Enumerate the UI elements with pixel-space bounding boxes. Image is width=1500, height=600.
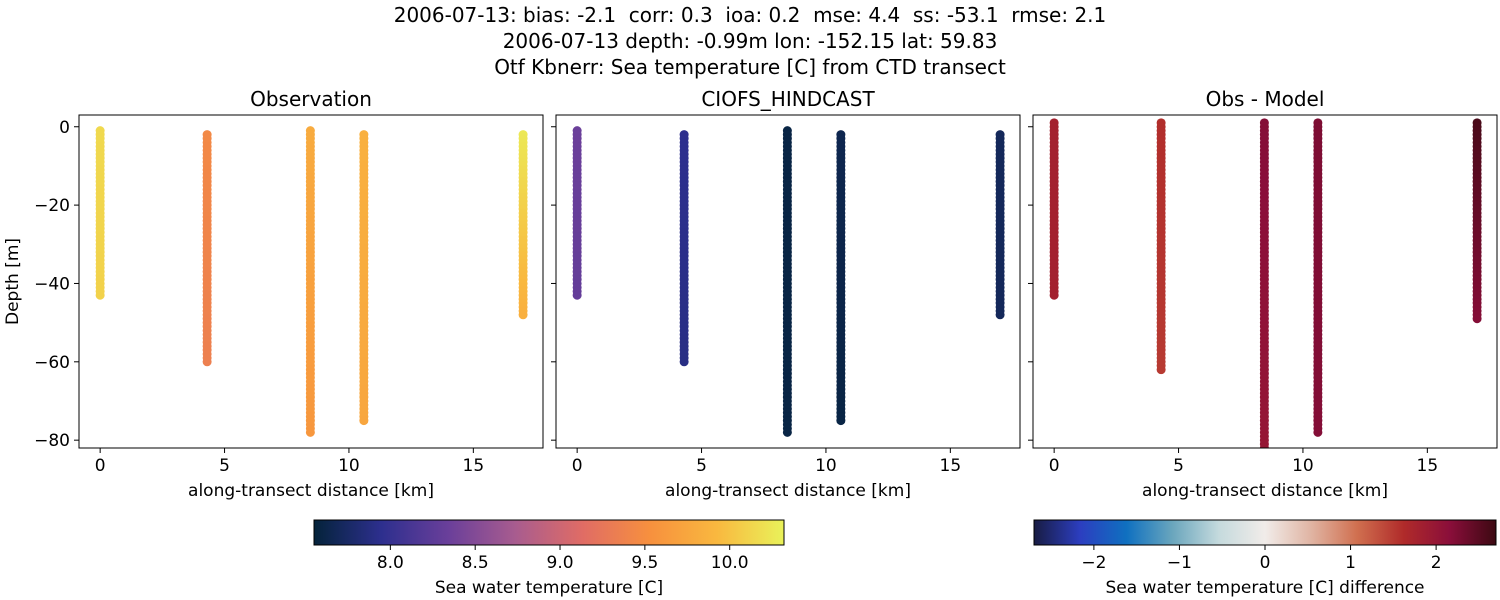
data-point (1156, 365, 1166, 375)
data-point (202, 357, 212, 367)
profile-1 (202, 130, 212, 367)
profile-3 (359, 130, 369, 426)
colorbar-1: −2 −1 0 1 2 Sea water temperature [C] differe… (1033, 519, 1497, 598)
colorbar-gradient (1033, 519, 1497, 546)
colorbar-0: 8.0 8.5 9.0 9.5 10.0 Sea water temperature [C… (313, 519, 785, 598)
x-axis-label: along-transect distance [km] (188, 481, 434, 501)
figure-title-line-2: 2006-07-13 depth: -0.99m lon: -152.15 la… (502, 29, 998, 53)
profile-2 (1259, 118, 1269, 448)
x-axis-label: along-transect distance [km] (1142, 481, 1388, 501)
y-axis-label: Depth [m] (3, 238, 23, 325)
x-tick-label: 15 (463, 456, 485, 476)
data-point (1472, 314, 1482, 324)
colorbar-tick-label: 8.5 (462, 553, 489, 573)
profile-4 (518, 130, 528, 320)
markers (572, 126, 1005, 437)
y-tick-label: −80 (34, 431, 70, 451)
x-axis-label: along-transect distance [km] (665, 481, 911, 501)
markers (1049, 118, 1482, 448)
x-tick-label: 10 (815, 456, 837, 476)
figure-title-line-1: 2006-07-13: bias: -2.1 corr: 0.3 ioa: 0.… (393, 3, 1107, 27)
colorbar-label: Sea water temperature [C] (435, 578, 663, 598)
axes-frame (555, 114, 1021, 449)
panel-0: 0 5 10 15 0 −20 −40 −60 −80 Observation along-tran… (3, 87, 544, 501)
colorbar-tick-label: 1 (1345, 553, 1356, 573)
x-tick-label: 5 (1173, 456, 1184, 476)
data-point (95, 290, 105, 300)
axes-frame (78, 114, 544, 449)
data-point (782, 427, 792, 437)
x-tick-label: 0 (95, 456, 106, 476)
profile-0 (95, 126, 105, 300)
profile-3 (836, 130, 846, 426)
colorbar-tick-label: −2 (1081, 553, 1106, 573)
profile-2 (305, 126, 315, 437)
colorbar-tick-label: 9.5 (631, 553, 658, 573)
figure-title-line-3: Otf Kbnerr: Sea temperature [C] from CTD… (494, 55, 1006, 79)
panel-title: CIOFS_HINDCAST (701, 87, 875, 111)
panel-2: 0 5 10 15 Obs - Model along-transect distance… (1028, 87, 1498, 501)
panel-title: Observation (250, 87, 372, 111)
data-point (1259, 443, 1269, 448)
profile-0 (572, 126, 582, 300)
profile-4 (1472, 118, 1482, 324)
data-point (995, 310, 1005, 320)
x-tick-label: 10 (338, 456, 360, 476)
y-tick-label: −40 (34, 274, 70, 294)
data-point (518, 310, 528, 320)
data-point (1313, 427, 1323, 437)
x-tick-label: 0 (1049, 456, 1060, 476)
x-tick-label: 5 (219, 456, 230, 476)
profile-0 (1049, 118, 1059, 300)
data-point (679, 357, 689, 367)
x-tick-label: 0 (572, 456, 583, 476)
panel-title: Obs - Model (1206, 87, 1325, 111)
data-point (359, 416, 369, 426)
x-tick-label: 5 (696, 456, 707, 476)
data-point (572, 290, 582, 300)
colorbar-tick-label: 10.0 (711, 553, 749, 573)
colorbar-tick-label: 2 (1431, 553, 1442, 573)
markers (95, 126, 528, 437)
data-point (305, 427, 315, 437)
x-tick-label: 10 (1292, 456, 1314, 476)
colorbar-gradient (313, 519, 785, 546)
colorbar-tick-label: 0 (1260, 553, 1271, 573)
colorbar-tick-label: 8.0 (377, 553, 404, 573)
colorbar-tick-label: −1 (1167, 553, 1192, 573)
data-point (836, 416, 846, 426)
y-tick-label: −20 (34, 196, 70, 216)
x-tick-label: 15 (1417, 456, 1439, 476)
x-tick-label: 15 (940, 456, 962, 476)
profile-1 (679, 130, 689, 367)
y-tick-label: −60 (34, 353, 70, 373)
data-point (1049, 290, 1059, 300)
profile-3 (1313, 118, 1323, 437)
colorbar-label: Sea water temperature [C] difference (1105, 578, 1424, 598)
profile-2 (782, 126, 792, 437)
profile-1 (1156, 118, 1166, 375)
profile-4 (995, 130, 1005, 320)
y-tick-label: 0 (59, 118, 70, 138)
axes-frame (1032, 114, 1498, 449)
panel-1: 0 5 10 15 CIOFS_HINDCAST along-transect dista… (551, 87, 1021, 501)
colorbar-tick-label: 9.0 (547, 553, 574, 573)
